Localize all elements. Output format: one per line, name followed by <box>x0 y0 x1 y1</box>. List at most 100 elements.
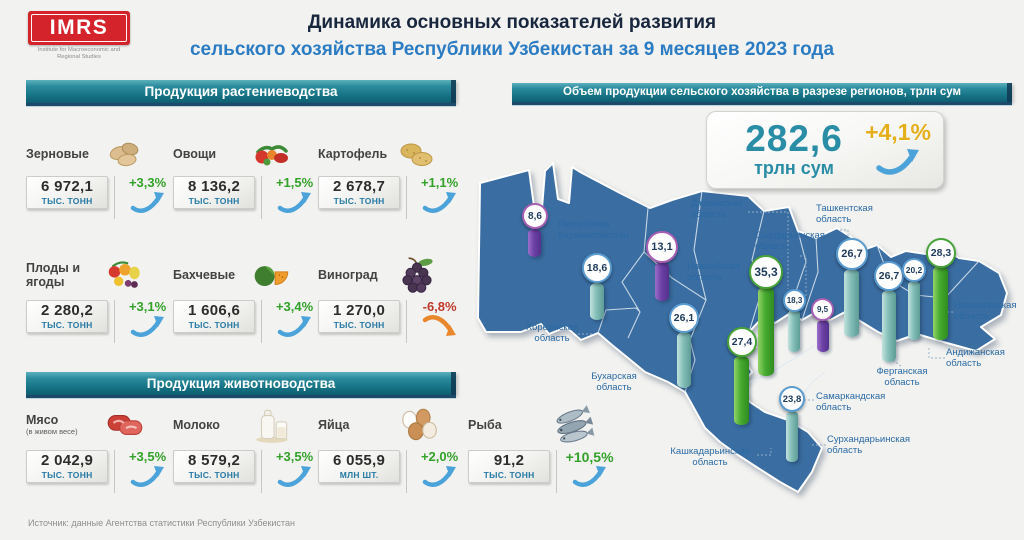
product-name: Плоды и ягоды <box>26 260 80 289</box>
region-label-line: Хорезмская <box>525 322 579 333</box>
change-percent: +1,1% <box>420 175 459 190</box>
value-box: 6 972,1 ТЫС. ТОНН <box>26 176 109 209</box>
value-box: 2 678,7 ТЫС. ТОНН <box>318 176 401 209</box>
region-label-line: Республика <box>558 219 610 230</box>
unit: ТЫС. ТОНН <box>41 196 93 206</box>
trend-up-arrow-icon <box>572 466 606 487</box>
value-box: 2 042,9 ТЫС. ТОНН <box>26 450 109 483</box>
divider <box>114 450 116 493</box>
change-percent: +10,5% <box>565 449 614 465</box>
crop-section-header: Продукция растениеводства <box>26 80 456 103</box>
region-label-line: область <box>692 457 728 469</box>
region-label-line: область <box>816 402 852 414</box>
unit: ТЫС. ТОНН <box>333 196 385 206</box>
region-value-bubble: 20,2 <box>902 258 926 282</box>
value-box: 1 270,0 ТЫС. ТОНН <box>318 300 401 333</box>
unit: ТЫС. ТОНН <box>41 320 93 330</box>
unit: ТЫС. ТОНН <box>188 196 240 206</box>
region-value-bubble: 26,7 <box>874 261 904 291</box>
region-label-line: область <box>954 311 990 323</box>
divider <box>556 450 558 493</box>
product-card-meat: Мясо (в живом весе) 2 042,9 ТЫС. ТОНН +3… <box>26 404 174 493</box>
unit: ТЫС. ТОНН <box>333 320 385 330</box>
region-bar <box>734 356 749 425</box>
region-label: Сырдарьинская область <box>755 230 825 253</box>
region-value-bubble: 27,4 <box>727 327 757 357</box>
trend-up-arrow-icon <box>422 466 456 487</box>
imrs-logo: IMRS Institute for Macroeconomic and Reg… <box>28 11 130 61</box>
value: 91,2 <box>493 452 525 469</box>
divider <box>406 300 408 343</box>
region-label: Самаркандская область <box>816 391 885 414</box>
total-change-percent: +4,1% <box>865 119 931 145</box>
imrs-logo-text: IMRS <box>31 14 127 42</box>
trend-up-arrow-icon <box>130 466 164 487</box>
product-name: Картофель <box>318 146 388 161</box>
divider <box>261 450 263 493</box>
product-note: (в живом весе) <box>26 427 78 437</box>
region-label-line: Сурхандарьинская <box>827 434 911 445</box>
value: 6 972,1 <box>41 178 94 195</box>
product-name-text: Мясо <box>26 413 59 427</box>
unit: ТЫС. ТОНН <box>188 470 240 480</box>
unit: ТЫС. ТОНН <box>41 470 93 480</box>
change-percent: +3,4% <box>275 299 314 314</box>
change-percent: +2,0% <box>420 449 459 464</box>
region-label-line: Навоийская <box>687 261 740 272</box>
region-bar <box>528 229 541 257</box>
region-label-line: Бухарская <box>591 371 637 382</box>
region-value-bubble: 23,8 <box>779 386 805 412</box>
melon-icon <box>254 266 289 287</box>
total-unit: трлн сум <box>754 158 834 178</box>
trend-up-arrow-icon <box>277 466 311 487</box>
unit: ТЫС. ТОНН <box>188 320 240 330</box>
region-label-line: область <box>946 358 982 370</box>
value-box: 8 579,2 ТЫС. ТОНН <box>173 450 256 483</box>
trend-up-arrow-icon <box>130 316 164 337</box>
value-box: 8 136,2 ТЫС. ТОНН <box>173 176 256 209</box>
trend-up-arrow-icon <box>277 192 311 213</box>
divider <box>406 176 408 219</box>
product-card-grain: Зерновые 6 972,1 ТЫС. ТОНН +3,3% <box>26 136 174 219</box>
product-name: Виноград <box>318 267 378 282</box>
total-value: 282,6 <box>745 118 843 159</box>
region-label: Ташкентская область <box>816 203 873 226</box>
region-label: Республика Каракалпакстан <box>558 219 629 242</box>
value: 8 579,2 <box>188 452 241 469</box>
region-bar <box>677 332 691 388</box>
fish-icon <box>556 405 595 443</box>
product-card-grapes: Виноград 1 270,0 ТЫС. ТОНН -6,8% <box>318 254 466 343</box>
total-output-card: 282,6 трлн сум +4,1% <box>706 111 944 189</box>
value: 2 678,7 <box>333 178 386 195</box>
eggs-icon <box>402 408 437 441</box>
region-label-line: область <box>596 382 632 394</box>
title-line-1: Динамика основных показателей развития <box>307 12 717 33</box>
vegetables-icon <box>255 145 288 166</box>
region-bar <box>882 290 896 362</box>
change-percent: +3,3% <box>128 175 167 190</box>
value: 6 055,9 <box>333 452 386 469</box>
region-label-line: область <box>534 333 570 345</box>
milk-icon <box>256 409 288 443</box>
imrs-logo-box: IMRS <box>28 11 130 45</box>
region-label: Ферганская область <box>874 366 930 389</box>
meat-icon <box>107 415 143 435</box>
region-value-bubble: 9,5 <box>811 298 834 321</box>
value-box: 1 606,6 ТЫС. ТОНН <box>173 300 256 333</box>
value: 1 270,0 <box>333 302 386 319</box>
product-card-vegetables: Овощи 8 136,2 ТЫС. ТОНН +1,5% <box>173 136 321 219</box>
fruits-icon <box>108 261 140 288</box>
region-label-line: область <box>827 445 863 457</box>
product-card-melon: Бахчевые 1 606,6 ТЫС. ТОНН +3,4% <box>173 254 321 343</box>
product-name: Овощи <box>173 146 217 161</box>
region-value-bubble: 28,3 <box>926 238 956 268</box>
region-bar <box>844 269 859 337</box>
region-label-line: область <box>755 241 791 253</box>
region-value-bubble: 18,6 <box>582 253 612 283</box>
divider <box>261 176 263 219</box>
value: 8 136,2 <box>188 178 241 195</box>
product-card-milk: Молоко 8 579,2 ТЫС. ТОНН +3,5% <box>173 404 321 493</box>
divider <box>261 300 263 343</box>
region-value-bubble: 18,3 <box>783 289 806 312</box>
